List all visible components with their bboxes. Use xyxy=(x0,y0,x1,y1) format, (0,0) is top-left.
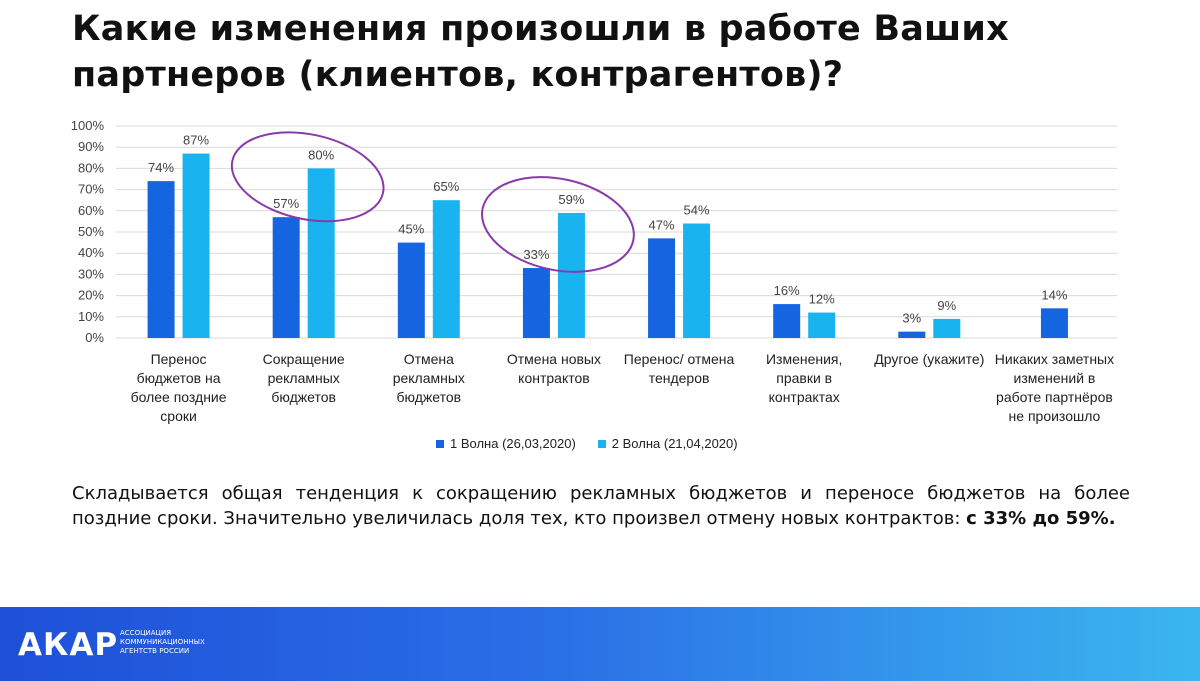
category-label: Перенос/ отмена тендеров xyxy=(623,351,735,386)
akar-logo: АКАР xyxy=(18,627,119,663)
bar-series-1 xyxy=(272,217,300,338)
bar-series-2 xyxy=(557,212,585,338)
chart-canvas: 0% 10% 20% 30% 40% 50% 60% 70% 80% 90% 100% 74% 57% 4… xyxy=(71,118,1117,345)
y-tick-label: 80% xyxy=(78,160,104,175)
y-tick-label: 60% xyxy=(78,203,104,218)
y-tick-label: 30% xyxy=(78,266,104,281)
data-label: 59% xyxy=(558,192,584,207)
bar-series-1 xyxy=(648,238,676,338)
bar-series-2 xyxy=(307,168,335,338)
data-label: 3% xyxy=(902,311,921,326)
legend-swatch-wave-1 xyxy=(436,439,444,448)
logo-subtitle-line: Ассоциация xyxy=(120,629,172,637)
category-label: Отмена новых контрактов xyxy=(506,351,601,386)
data-label: 14% xyxy=(1041,287,1067,302)
logo-subtitle-line: коммуникационных xyxy=(120,638,205,646)
logo-subtitle-line: агентств России xyxy=(120,647,190,655)
bar-series-1 xyxy=(522,268,550,338)
bar-series-1 xyxy=(1040,308,1068,338)
bar-series-2 xyxy=(182,153,210,338)
data-label: 47% xyxy=(649,217,675,232)
data-label: 9% xyxy=(937,298,956,313)
data-label: 74% xyxy=(148,160,174,175)
data-label: 12% xyxy=(809,292,835,307)
legend-swatch-wave-2 xyxy=(597,439,606,448)
category-label: Изменения, правки в контрактах xyxy=(765,351,843,405)
y-tick-label: 20% xyxy=(78,288,104,303)
category-label: Никаких заметных изменений в работе парт… xyxy=(994,351,1115,424)
data-label: 65% xyxy=(433,179,459,194)
bar-series-1 xyxy=(147,181,175,338)
slide-title: Какие изменения произошли в работе Ваших… xyxy=(72,9,1009,95)
y-tick-label: 100% xyxy=(71,118,105,133)
legend-item-wave-1: 1 Волна (26,03,2020) xyxy=(436,436,576,451)
data-label: 54% xyxy=(684,203,710,218)
category-label: Отмена рекламных бюджетов xyxy=(392,351,465,405)
highlight-ellipse xyxy=(481,176,635,273)
data-label: 80% xyxy=(308,147,334,162)
y-tick-label: 40% xyxy=(78,245,104,260)
bar-series-1 xyxy=(898,331,926,338)
bar-series-1 xyxy=(773,304,801,338)
data-label: 16% xyxy=(774,283,800,298)
highlight-ellipse xyxy=(230,131,385,223)
bar-series-2 xyxy=(808,312,836,338)
y-tick-label: 90% xyxy=(78,139,104,154)
data-label: 87% xyxy=(183,133,209,148)
data-label: 33% xyxy=(523,247,549,262)
bar-series-2 xyxy=(933,318,961,338)
category-label: Перенос бюджетов на более поздние сроки xyxy=(130,351,227,424)
bar-chart: 0% 10% 20% 30% 40% 50% 60% 70% 80% 90% 100% 74% 57% 4… xyxy=(0,110,1200,460)
legend-item-wave-2: 2 Волна (21,04,2020) xyxy=(597,436,738,451)
chart-legend: 1 Волна (26,03,2020) 2 Волна (21,04,2020… xyxy=(436,436,738,451)
y-tick-label: 10% xyxy=(78,309,104,324)
y-tick-label: 50% xyxy=(78,224,104,239)
data-label: 45% xyxy=(398,222,424,237)
category-label: Другое (укажите) xyxy=(874,351,985,367)
summary-text: Складывается общая тенденция к сокращени… xyxy=(72,481,1130,531)
summary-highlight: с 33% до 59%. xyxy=(966,508,1116,529)
logo-subtitle: Ассоциация коммуникационных агентств Рос… xyxy=(120,629,250,656)
data-label: 57% xyxy=(273,196,299,211)
summary-main: Складывается общая тенденция к сокращени… xyxy=(72,483,1130,529)
category-label: Сокращение рекламных бюджетов xyxy=(262,351,345,405)
y-tick-label: 0% xyxy=(85,330,104,345)
y-tick-label: 70% xyxy=(78,182,104,197)
footer-band: АКАР Ассоциация коммуникационных агентст… xyxy=(0,607,1200,681)
bar-series-2 xyxy=(432,200,460,338)
bar-series-2 xyxy=(683,223,711,338)
bar-series-1 xyxy=(397,242,425,338)
legend-label-wave-2: 2 Волна (21,04,2020) xyxy=(611,436,738,451)
legend-label-wave-1: 1 Волна (26,03,2020) xyxy=(450,436,576,451)
